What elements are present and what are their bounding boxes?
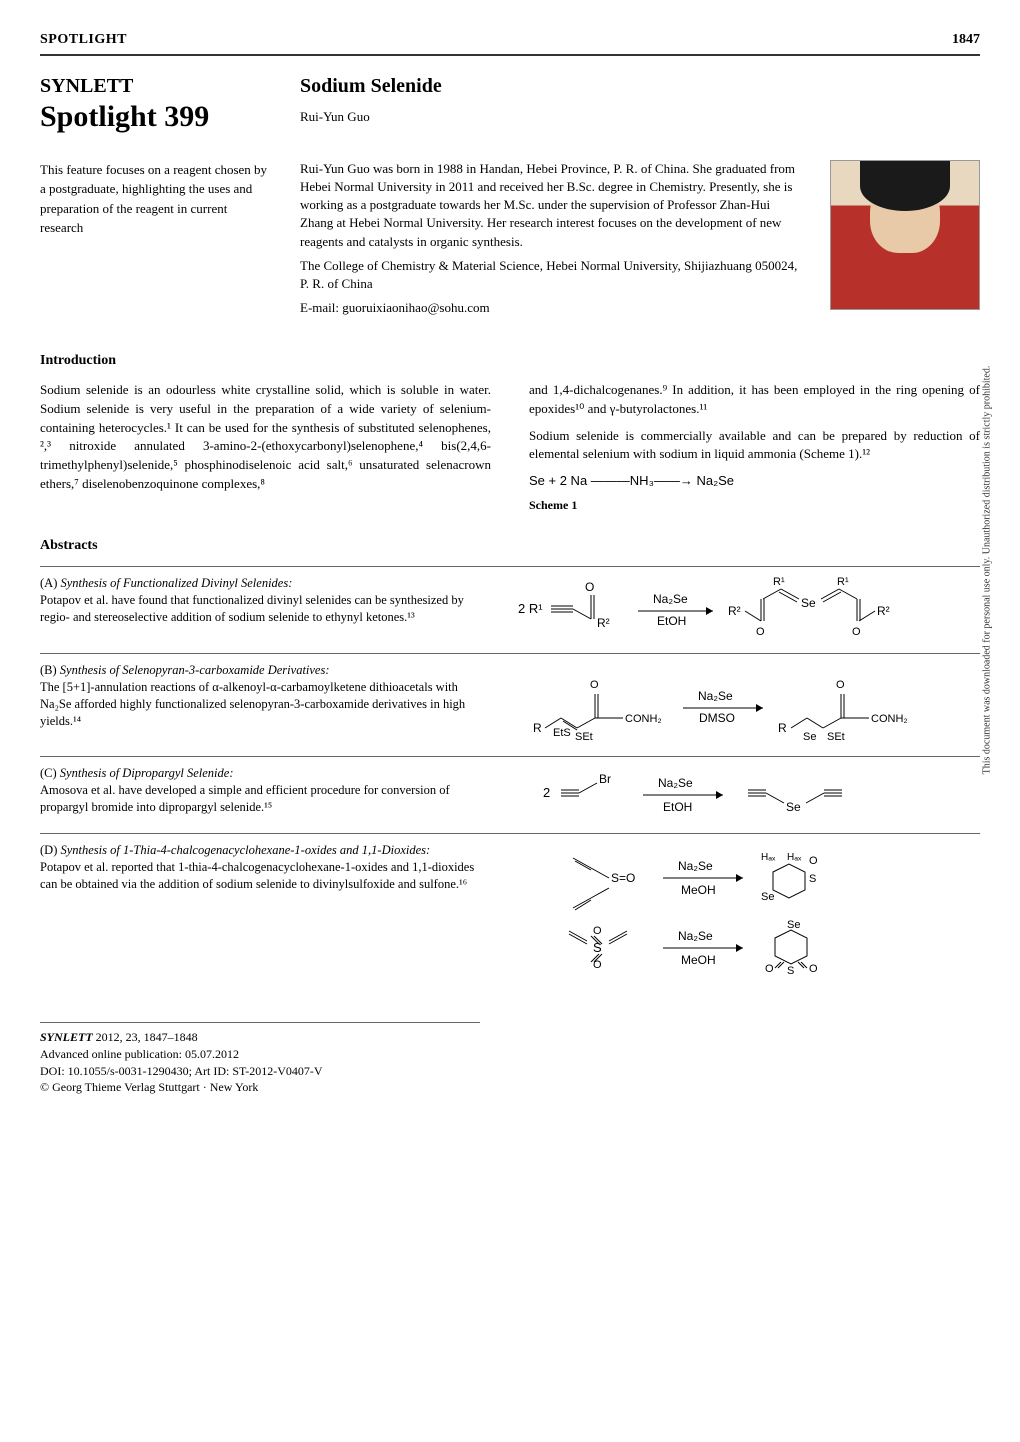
svg-text:Na₂Se: Na₂Se [653,592,688,606]
abstract-scheme-d: S=O Na₂Se MeOH Hₐₓ Hₐₓ Se O S O S O [506,842,980,982]
abstract-tag: (D) [40,843,57,857]
abstract-body: Potapov et al. reported that 1-thia-4-ch… [40,860,474,891]
abstracts-heading: Abstracts [40,536,980,556]
abstract-row-c: (C) Synthesis of Dipropargyl Selenide: A… [40,765,980,825]
svg-text:R²: R² [877,604,890,618]
svg-text:SEt: SEt [827,731,845,743]
footer-doi: DOI: 10.1055/s-0031-1290430; Art ID: ST-… [40,1063,480,1080]
footer-block: SYNLETT 2012, 23, 1847–1848 Advanced onl… [40,1022,480,1096]
abstract-tag: (A) [40,576,57,590]
svg-text:MeOH: MeOH [681,953,716,967]
svg-text:O: O [585,580,594,594]
intro-paragraph-2: and 1,4-dichalcogenanes.⁹ In addition, i… [529,381,980,419]
footer-pub-date: Advanced online publication: 05.07.2012 [40,1046,480,1063]
svg-text:O: O [593,959,602,971]
svg-text:R²: R² [597,616,610,630]
svg-text:Se: Se [761,891,774,903]
abstract-title: Synthesis of Selenopyran-3-carboxamide D… [60,663,330,677]
svg-text:R: R [778,721,787,735]
abstract-tag: (C) [40,766,57,780]
svg-text:R¹: R¹ [773,576,785,588]
svg-text:R: R [533,721,542,735]
author-email: E-mail: guoruixiaonihao@sohu.com [300,299,800,317]
scheme-1-label: Scheme 1 [529,497,980,514]
abstract-separator [40,756,980,757]
svg-text:O: O [809,855,818,867]
feature-description: This feature focuses on a reagent chosen… [40,160,270,324]
svg-text:O: O [590,679,599,691]
svg-text:Na₂Se: Na₂Se [678,929,713,943]
intro-paragraph-3: Sodium selenide is commercially availabl… [529,427,980,465]
abstract-body: Amosova et al. have developed a simple a… [40,783,450,814]
abstract-separator [40,833,980,834]
scheme-1-equation: Se + 2 Na ———NH₃——→ Na₂Se [529,472,980,491]
svg-text:EtOH: EtOH [657,614,686,628]
footer-citation: 2012, 23, 1847–1848 [93,1030,198,1044]
abstract-row-a: (A) Synthesis of Functionalized Divinyl … [40,575,980,645]
svg-text:Br: Br [599,772,611,786]
feature-block: This feature focuses on a reagent chosen… [40,160,980,324]
svg-text:CONH₂: CONH₂ [625,713,662,725]
spotlight-number: Spotlight 399 [40,96,270,138]
introduction-body: Sodium selenide is an odourless white cr… [40,381,980,515]
svg-text:DMSO: DMSO [699,711,735,725]
intro-paragraph-1: Sodium selenide is an odourless white cr… [40,381,491,494]
svg-text:Hₐₓ: Hₐₓ [787,852,802,863]
abstract-scheme-c: 2 Br Na₂Se EtOH Se [506,765,980,825]
abstract-separator [40,653,980,654]
page-header: SPOTLIGHT 1847 [40,30,980,56]
svg-text:Se: Se [803,731,816,743]
svg-text:2 R¹: 2 R¹ [518,601,543,616]
svg-text:O: O [836,679,845,691]
svg-text:O: O [593,925,602,937]
abstract-body: Potapov et al. have found that functiona… [40,593,464,624]
svg-text:Na₂Se: Na₂Se [698,689,733,703]
abstract-title: Synthesis of Functionalized Divinyl Sele… [60,576,292,590]
article-title: Sodium Selenide [300,72,950,100]
svg-text:S: S [787,965,794,977]
svg-text:R²: R² [728,604,741,618]
abstract-title: Synthesis of Dipropargyl Selenide: [60,766,234,780]
svg-text:R¹: R¹ [837,576,849,588]
abstract-tag: (B) [40,663,57,677]
abstract-row-b: (B) Synthesis of Selenopyran-3-carboxami… [40,662,980,748]
svg-text:Se: Se [801,596,816,610]
author-photo [830,160,980,310]
svg-text:MeOH: MeOH [681,883,716,897]
abstract-separator [40,566,980,567]
svg-text:EtS: EtS [553,727,571,739]
svg-text:2: 2 [543,785,550,800]
svg-text:CONH₂: CONH₂ [871,713,908,725]
svg-text:O: O [852,626,861,638]
title-block: SYNLETT Spotlight 399 Sodium Selenide Ru… [40,72,980,140]
svg-text:Hₐₓ: Hₐₓ [761,852,776,863]
introduction-heading: Introduction [40,351,980,371]
footer-journal: SYNLETT [40,1030,93,1044]
download-notice: This document was downloaded for persona… [981,366,995,775]
svg-text:Na₂Se: Na₂Se [678,859,713,873]
svg-text:SEt: SEt [575,731,593,743]
header-page-number: 1847 [952,30,980,50]
abstract-scheme-b: R EtS SEt O CONH₂ Na₂Se DMSO R Se [506,662,980,748]
svg-text:S=O: S=O [611,871,635,885]
header-section: SPOTLIGHT [40,30,127,50]
author-name: Rui-Yun Guo [300,108,950,126]
author-bio: Rui-Yun Guo was born in 1988 in Handan, … [300,160,800,251]
svg-text:Se: Se [787,919,800,931]
abstract-title: Synthesis of 1-Thia-4-chalcogenacyclohex… [60,843,430,857]
svg-text:O: O [756,626,765,638]
svg-text:Na₂Se: Na₂Se [658,776,693,790]
abstract-body: The [5+1]-annulation reactions of α-alke… [40,680,465,728]
abstract-row-d: (D) Synthesis of 1-Thia-4-chalcogenacycl… [40,842,980,982]
svg-text:EtOH: EtOH [663,800,692,814]
svg-text:O: O [809,963,818,975]
svg-text:S: S [809,873,816,885]
footer-copyright: © Georg Thieme Verlag Stuttgart · New Yo… [40,1079,480,1096]
abstract-scheme-a: 2 R¹ O R² Na₂Se EtOH R² O R¹ [506,575,980,645]
svg-text:O: O [765,963,774,975]
svg-text:Se: Se [786,800,801,814]
author-affiliation: The College of Chemistry & Material Scie… [300,257,800,293]
